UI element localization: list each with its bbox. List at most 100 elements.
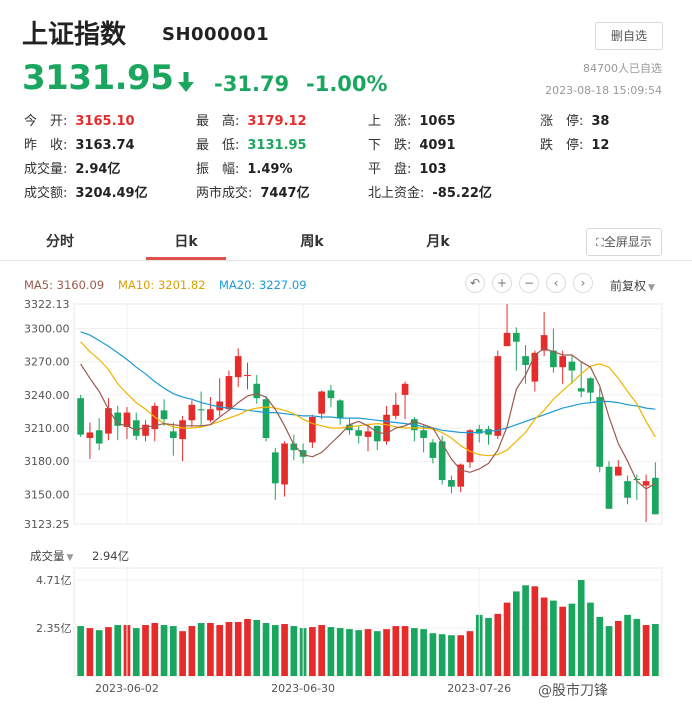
candle [105, 398, 112, 441]
zoom-in-icon[interactable]: + [492, 273, 512, 293]
candle-body [123, 412, 131, 427]
y-tick-label: 3210.00 [24, 422, 70, 435]
candle [457, 463, 465, 493]
volume-bar [522, 585, 529, 676]
ma10-line [80, 341, 656, 457]
remove-favorite-button[interactable]: 删自选 [595, 22, 663, 50]
stat-rise: 上 涨: 1065 [368, 114, 456, 129]
candle-body [624, 481, 631, 498]
volume-bar [318, 625, 325, 676]
candle [309, 414, 316, 448]
volume-bar [253, 619, 261, 676]
candle-body [577, 388, 585, 392]
candle-body [142, 424, 149, 436]
candle-body [512, 332, 520, 342]
chart-frame [73, 303, 663, 525]
volume-chart[interactable]: 4.71亿 2.35亿 [0, 566, 692, 678]
scroll-right-icon[interactable]: › [573, 273, 593, 293]
stat-amplitude: 振 幅: 1.49% [196, 162, 293, 177]
volume-bar [577, 580, 585, 676]
candle [262, 395, 270, 442]
candle-body [596, 397, 604, 467]
volume-bar [494, 613, 502, 676]
candle-body [318, 391, 325, 414]
zoom-out-icon[interactable]: − [519, 273, 539, 293]
y-tick-label: 3123.25 [24, 518, 70, 531]
volume-bar [281, 624, 288, 676]
candle [160, 399, 168, 426]
candle [95, 418, 103, 451]
candle [466, 429, 474, 468]
candle [568, 355, 576, 384]
tab-weekly[interactable]: 周k [300, 234, 324, 250]
candle [355, 425, 363, 444]
volume-bar [197, 623, 205, 676]
volume-bar [420, 629, 427, 676]
volume-label[interactable]: 成交量 ▼ [30, 549, 74, 563]
volume-bar [605, 626, 613, 676]
ma5-line [80, 347, 656, 490]
volume-bar [142, 625, 149, 676]
candle-body [160, 410, 168, 420]
candle [234, 348, 242, 388]
volume-bar [503, 602, 511, 676]
followers-count: 84700人已自选 [583, 62, 662, 75]
volume-bar [411, 628, 418, 676]
candle [188, 400, 196, 427]
stat-limit-down: 跌 停: 12 [540, 138, 610, 153]
volume-bar [633, 618, 641, 676]
volume-bar [86, 628, 94, 676]
candle-body [429, 442, 437, 458]
candle [142, 420, 149, 442]
candle [652, 462, 659, 515]
candle [197, 391, 205, 426]
tab-intraday[interactable]: 分时 [46, 234, 74, 250]
ma10-legend: MA10: 3201.82 [118, 278, 206, 292]
volume-bar [614, 620, 622, 676]
candle-body [633, 478, 641, 481]
price-change-percent: -1.00% [306, 72, 388, 96]
volume-bar [290, 626, 298, 676]
volume-bar [466, 631, 474, 676]
candle [299, 443, 307, 464]
scroll-left-icon[interactable]: ‹ [546, 273, 566, 293]
volume-bar [373, 631, 381, 676]
reset-icon[interactable]: ↶ [465, 273, 485, 293]
tab-monthly[interactable]: 月k [426, 234, 450, 250]
candlestick-chart[interactable]: 3322.13 3300.00 3270.00 3240.00 3210.00 3180.… [0, 296, 692, 536]
ma5-legend: MA5: 3160.09 [24, 278, 105, 292]
candle [475, 424, 483, 443]
volume-bar [642, 625, 650, 676]
candle-body [550, 350, 557, 368]
candle-body [373, 425, 381, 442]
volume-tick-label: 4.71亿 [36, 574, 72, 587]
volume-bar [457, 635, 465, 676]
volume-bar [95, 630, 103, 676]
volume-bar [624, 614, 631, 676]
candle-body [420, 430, 427, 438]
candle [179, 415, 186, 462]
candle [624, 475, 631, 505]
stat-high: 最 高: 3179.12 [196, 114, 307, 129]
candle-body [401, 383, 409, 395]
volume-bar [392, 626, 400, 676]
candle [531, 350, 539, 392]
volume-bar [309, 627, 316, 676]
candle-body [86, 432, 94, 438]
candle [411, 416, 418, 442]
volume-bar [401, 626, 409, 676]
candle-body [652, 477, 659, 515]
volume-bar [438, 634, 446, 676]
volume-bar [327, 627, 335, 676]
candle [401, 381, 409, 420]
candle-body [290, 443, 298, 451]
y-tick-label: 3322.13 [24, 298, 70, 311]
candle [559, 350, 567, 384]
stat-amount: 成交额: 3204.49亿 [24, 186, 148, 201]
fullscreen-button[interactable]: ⛶全屏显示 [586, 228, 662, 256]
price-adjust-select[interactable]: 前复权 ▼ [610, 279, 655, 293]
candle [494, 350, 502, 440]
candle-body [244, 374, 251, 377]
tab-daily[interactable]: 日k [146, 226, 226, 260]
candle-body [503, 332, 511, 347]
